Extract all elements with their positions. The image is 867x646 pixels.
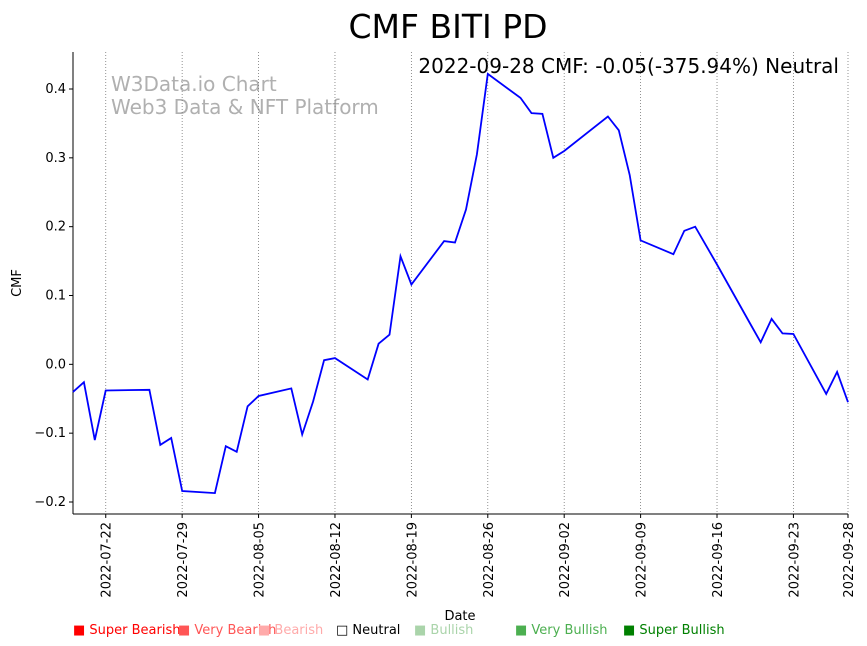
x-tick-label: 2022-09-28: [842, 522, 857, 598]
y-tick-label: −0.2: [34, 495, 66, 510]
legend-item-bullish: ■ Bullish: [414, 623, 473, 638]
x-tick-label: 2022-08-05: [253, 522, 268, 598]
legend-item-neutral: □ Neutral: [336, 623, 400, 638]
y-tick-label: 0.1: [45, 289, 66, 304]
x-tick-label: 2022-09-16: [711, 522, 726, 598]
cmf-line: [72, 72, 849, 495]
y-axis-label: CMF: [10, 269, 25, 297]
legend-item-super-bearish: ■ Super Bearish: [73, 623, 181, 638]
watermark-line-2: Web3 Data & NFT Platform: [111, 95, 379, 119]
x-tick-label: 2022-09-23: [787, 522, 802, 598]
x-tick-label: 2022-08-19: [405, 522, 420, 598]
y-tick-label: 0.3: [45, 151, 66, 166]
legend-item-super-bullish: ■ Super Bullish: [623, 623, 725, 638]
legend-item-very-bearish: ■ Very Bearish: [178, 623, 276, 638]
legend-item-bearish: ■ Bearish: [258, 623, 323, 638]
x-tick-label: 2022-09-02: [558, 522, 573, 598]
x-axis-label: Date: [444, 609, 475, 624]
y-tick-label: 0.0: [45, 357, 66, 372]
watermark-line-1: W3Data.io Chart: [111, 72, 277, 96]
y-tick-label: 0.4: [45, 82, 66, 97]
x-tick-label: 2022-07-22: [100, 522, 115, 598]
x-tick-label: 2022-07-29: [176, 522, 191, 598]
annotation-text: 2022-09-28 CMF: -0.05(-375.94%) Neutral: [418, 54, 839, 78]
x-tick-label: 2022-08-26: [482, 522, 497, 598]
legend-item-very-bullish: ■ Very Bullish: [515, 623, 607, 638]
y-tick-label: 0.2: [45, 220, 66, 235]
y-tick-label: −0.1: [34, 426, 66, 441]
x-tick-label: 2022-09-09: [635, 522, 650, 598]
x-tick-label: 2022-08-12: [329, 522, 344, 598]
chart-title: CMF BITI PD: [348, 7, 547, 46]
